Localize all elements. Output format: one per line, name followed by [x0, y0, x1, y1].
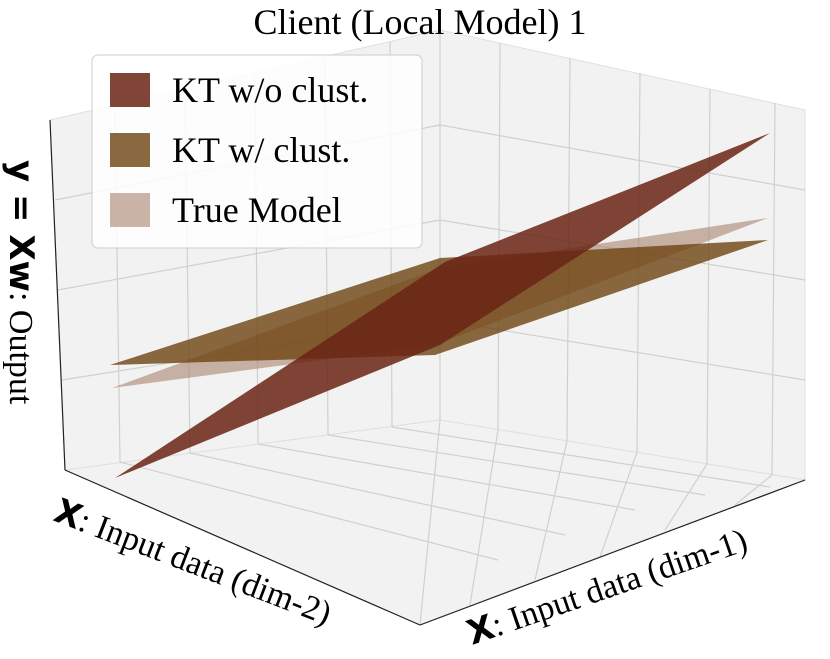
plane [115, 133, 770, 478]
legend-swatch [110, 193, 150, 227]
z-axis-label: y = Xw: Output [1, 160, 41, 405]
legend-label: KT w/o clust. [172, 70, 368, 110]
legend-label: True Model [172, 190, 342, 230]
legend-swatch [110, 73, 150, 107]
z-axis-symbol: y = Xw [1, 160, 41, 292]
legend-box [91, 54, 423, 249]
legend-swatch [110, 133, 150, 167]
z-axis-text: : Output [2, 292, 39, 405]
legend: KT w/o clust. KT w/ clust. True Model [91, 54, 423, 249]
legend-label: KT w/ clust. [172, 130, 350, 170]
planes [110, 133, 770, 478]
chart-title: Client (Local Model) 1 [254, 2, 587, 42]
